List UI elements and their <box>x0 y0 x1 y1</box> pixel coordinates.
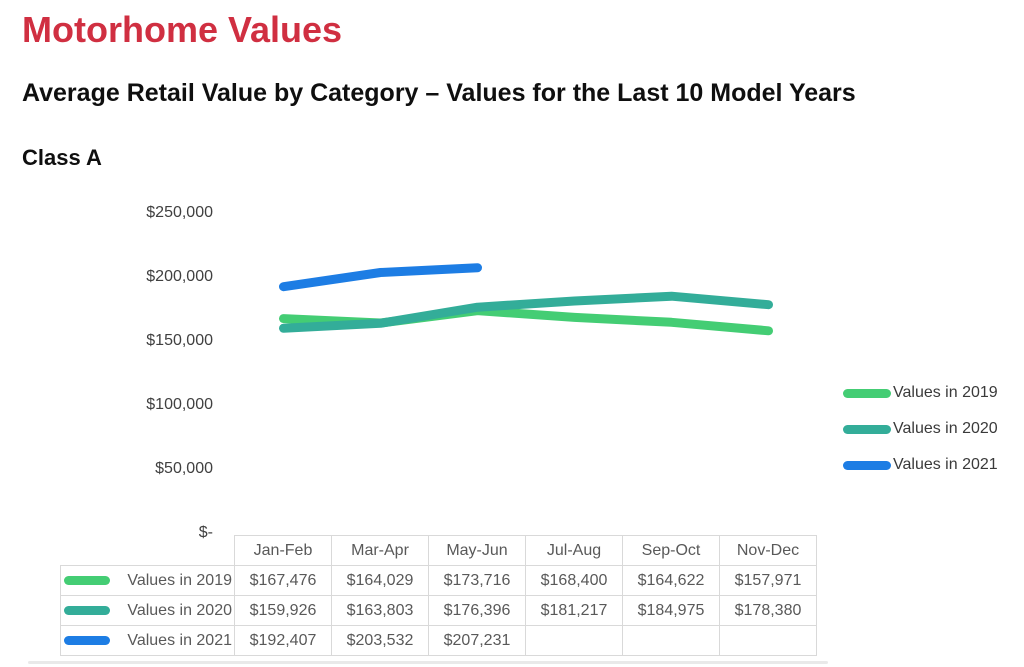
table-value-cell: $192,407 <box>234 625 332 656</box>
table-value-cell: $178,380 <box>719 595 817 626</box>
row-label: Values in 2020 <box>127 601 232 619</box>
row-label-cell: Values in 2019 <box>60 565 235 596</box>
y-axis-tick-label: $150,000 <box>146 332 213 349</box>
table-header-cell: Jul-Aug <box>525 535 623 566</box>
page-subtitle: Average Retail Value by Category – Value… <box>22 79 856 107</box>
page-title: Motorhome Values <box>22 9 343 50</box>
table-value-cell: $207,231 <box>428 625 526 656</box>
table-value-cell: $164,622 <box>622 565 720 596</box>
row-series-marker <box>64 576 110 585</box>
table-value-cell: $173,716 <box>428 565 526 596</box>
y-axis-tick-label: $50,000 <box>155 460 213 477</box>
section-label: Class A <box>22 145 102 170</box>
row-series-marker <box>64 636 110 645</box>
legend-label: Values in 2020 <box>893 420 998 437</box>
table-value-cell <box>622 625 720 656</box>
chart-data-table: Jan-Feb Mar-Apr May-Jun Jul-Aug Sep-Oct Nov-D… <box>60 535 817 656</box>
table-header-cell: Jan-Feb <box>234 535 332 566</box>
table-header-cell: Nov-Dec <box>719 535 817 566</box>
table-value-cell: $159,926 <box>234 595 332 626</box>
table-value-cell: $203,532 <box>331 625 429 656</box>
row-label: Values in 2021 <box>127 631 232 649</box>
legend-item-values-in-2021: Values in 2021 <box>843 456 998 474</box>
legend-marker <box>843 424 891 434</box>
legend-item-values-in-2020: Values in 2020 <box>843 420 998 438</box>
table-value-cell: $181,217 <box>525 595 623 626</box>
bottom-shadow <box>28 661 828 664</box>
legend-item-values-in-2019: Values in 2019 <box>843 384 998 402</box>
row-label-cell: Values in 2020 <box>60 595 235 626</box>
table-row-values-in-2021: Values in 2021 $192,407 $203,532 $207,231 <box>60 625 817 656</box>
table-row-values-in-2020: Values in 2020 $159,926 $163,803 $176,396 $1… <box>60 595 817 626</box>
table-value-cell: $163,803 <box>331 595 429 626</box>
table-value-cell: $176,396 <box>428 595 526 626</box>
row-label: Values in 2019 <box>127 571 232 589</box>
legend-label: Values in 2019 <box>893 384 998 401</box>
y-axis-tick-label: $- <box>198 524 213 541</box>
table-value-cell <box>719 625 817 656</box>
table-value-cell <box>525 625 623 656</box>
table-value-cell: $184,975 <box>622 595 720 626</box>
table-header-cell: Mar-Apr <box>331 535 429 566</box>
chart-line-values-in-2021 <box>279 263 482 292</box>
table-row-values-in-2019: Values in 2019 $167,476 $164,029 $173,716 $1… <box>60 565 817 596</box>
y-axis-tick-label: $100,000 <box>146 396 213 413</box>
table-corner-cell <box>61 536 235 566</box>
table-value-cell: $157,971 <box>719 565 817 596</box>
table-value-cell: $164,029 <box>331 565 429 596</box>
table-header-cell: Sep-Oct <box>622 535 720 566</box>
table-header-row: Jan-Feb Mar-Apr May-Jun Jul-Aug Sep-Oct Nov-D… <box>61 535 817 566</box>
row-label-cell: Values in 2021 <box>60 625 235 656</box>
y-axis-tick-label: $200,000 <box>146 268 213 285</box>
table-value-cell: $168,400 <box>525 565 623 596</box>
y-axis-tick-label: $250,000 <box>146 204 213 221</box>
legend-label: Values in 2021 <box>893 456 998 473</box>
legend-marker <box>843 388 891 398</box>
table-header-cell: May-Jun <box>428 535 526 566</box>
legend-marker <box>843 460 891 470</box>
table-value-cell: $167,476 <box>234 565 332 596</box>
row-series-marker <box>64 606 110 615</box>
chart-line-values-in-2020 <box>279 291 773 333</box>
